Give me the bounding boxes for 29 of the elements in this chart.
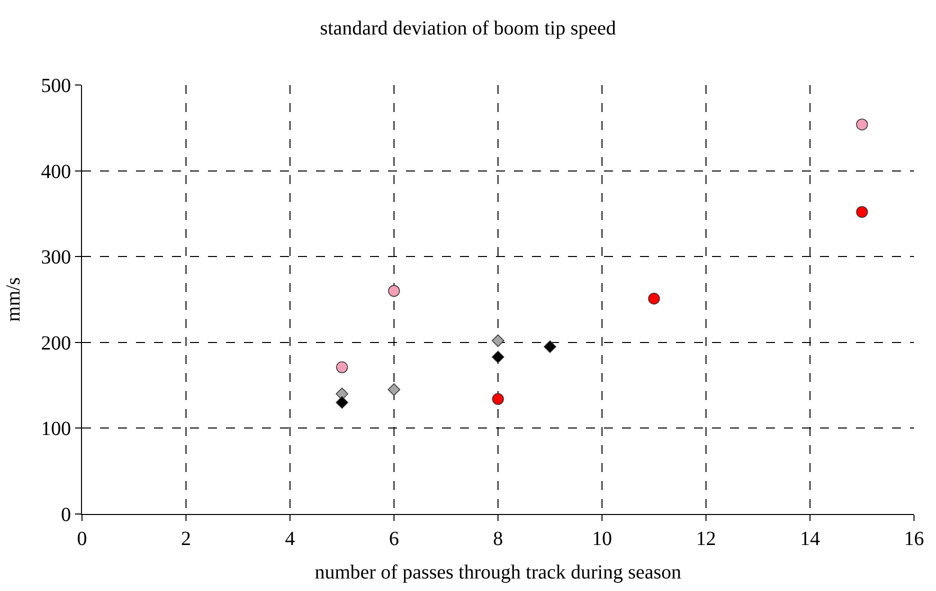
y-tick-label: 0 <box>61 504 71 526</box>
point <box>492 334 504 347</box>
x-tick-label: 6 <box>389 528 399 550</box>
y-tick-label: 200 <box>41 332 71 354</box>
y-tick-label: 400 <box>41 160 71 183</box>
y-tick-label: 500 <box>41 75 71 97</box>
x-tick-label: 12 <box>696 528 716 550</box>
x-tick-label: 8 <box>493 528 503 550</box>
point <box>336 361 348 374</box>
y-tick-label: 300 <box>41 246 71 269</box>
point <box>856 118 868 130</box>
x-tick-label: 4 <box>285 528 295 550</box>
point <box>856 206 868 218</box>
point <box>492 393 504 405</box>
point <box>544 340 556 353</box>
x-tick-label: 16 <box>904 528 924 550</box>
x-tick-label: 14 <box>800 528 820 550</box>
y-axis-title: mm/s <box>2 277 24 322</box>
point <box>492 350 504 364</box>
chart-title: standard deviation of boom tip speed <box>320 18 616 40</box>
x-axis-title: number of passes through track during season <box>314 562 682 584</box>
point <box>388 285 400 297</box>
x-tick-label: 10 <box>592 528 612 550</box>
y-tick-label: 100 <box>41 418 71 440</box>
point <box>336 396 348 409</box>
x-tick-label: 2 <box>181 528 191 550</box>
point <box>648 292 660 305</box>
point <box>388 383 400 396</box>
x-tick-label: 0 <box>77 528 87 550</box>
